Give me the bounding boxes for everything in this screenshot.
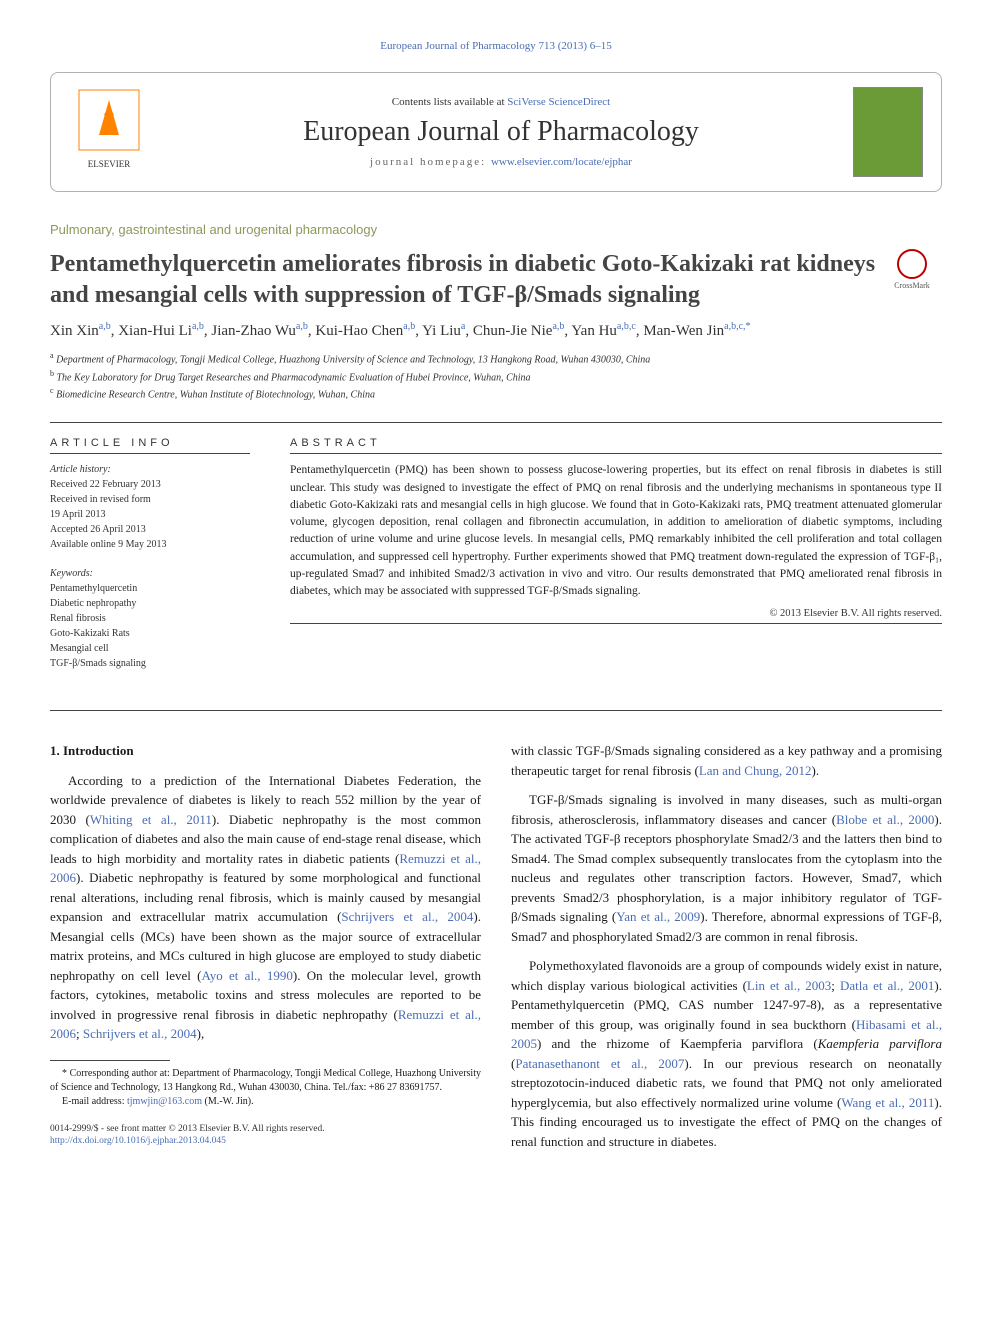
divider <box>290 623 942 624</box>
divider <box>50 710 942 711</box>
intro-para-4: Polymethoxylated flavonoids are a group … <box>511 956 942 1151</box>
section-heading: Pulmonary, gastrointestinal and urogenit… <box>50 222 942 237</box>
citation-link[interactable]: Schrijvers et al., 2004 <box>83 1026 197 1041</box>
scidirect-link[interactable]: SciVerse ScienceDirect <box>507 96 610 108</box>
contents-available: Contents lists available at SciVerse Sci… <box>169 96 833 108</box>
intro-para-2: with classic TGF-β/Smads signaling consi… <box>511 741 942 780</box>
homepage-link[interactable]: www.elsevier.com/locate/ejphar <box>491 156 632 168</box>
citation-link[interactable]: Wang et al., 2011 <box>841 1095 934 1110</box>
crossmark-icon <box>897 249 927 279</box>
corresponding-author-note: * Corresponding author at: Department of… <box>50 1067 481 1095</box>
citation-link[interactable]: Yan et al., 2009 <box>616 909 700 924</box>
article-info-heading: ARTICLE INFO <box>50 437 250 449</box>
journal-issue-link[interactable]: European Journal of Pharmacology 713 (20… <box>50 40 942 52</box>
abstract-copyright: © 2013 Elsevier B.V. All rights reserved… <box>290 608 942 619</box>
elsevier-logo: ELSEVIER <box>69 85 149 179</box>
section-1-heading: 1. Introduction <box>50 741 481 761</box>
journal-cover-icon <box>853 87 923 177</box>
citation-link[interactable]: Ayo et al., 1990 <box>202 968 293 983</box>
affiliations: a Department of Pharmacology, Tongji Med… <box>50 350 942 402</box>
journal-header: ELSEVIER Contents lists available at Sci… <box>50 72 942 192</box>
abstract-heading: ABSTRACT <box>290 437 942 449</box>
doi-link[interactable]: http://dx.doi.org/10.1016/j.ejphar.2013.… <box>50 1136 226 1146</box>
journal-homepage: journal homepage: www.elsevier.com/locat… <box>169 156 833 168</box>
article-title: Pentamethylquercetin ameliorates fibrosi… <box>50 249 882 311</box>
divider <box>50 453 250 454</box>
abstract-text: Pentamethylquercetin (PMQ) has been show… <box>290 462 942 600</box>
article-history: Article history: Received 22 February 20… <box>50 462 250 552</box>
divider <box>50 422 942 423</box>
citation-link[interactable]: Lan and Chung, 2012 <box>699 763 812 778</box>
svg-text:ELSEVIER: ELSEVIER <box>88 159 131 169</box>
intro-para-1: According to a prediction of the Interna… <box>50 771 481 1044</box>
citation-link[interactable]: Datla et al., 2001 <box>840 978 934 993</box>
citation-link[interactable]: Lin et al., 2003 <box>747 978 831 993</box>
journal-name: European Journal of Pharmacology <box>169 116 833 148</box>
citation-link[interactable]: Schrijvers et al., 2004 <box>341 909 473 924</box>
author-list: Xin Xina,b, Xian-Hui Lia,b, Jian-Zhao Wu… <box>50 321 942 340</box>
email-note: E-mail address: tjmwjin@163.com (M.-W. J… <box>50 1095 481 1109</box>
footnote-divider <box>50 1060 170 1061</box>
crossmark-badge[interactable]: CrossMark <box>882 249 942 290</box>
email-link[interactable]: tjmwjin@163.com <box>127 1096 202 1107</box>
front-matter-note: 0014-2999/$ - see front matter © 2013 El… <box>50 1123 481 1148</box>
divider <box>290 453 942 454</box>
keywords-block: Keywords: PentamethylquercetinDiabetic n… <box>50 566 250 671</box>
citation-link[interactable]: Blobe et al., 2000 <box>836 812 934 827</box>
citation-link[interactable]: Whiting et al., 2011 <box>90 812 212 827</box>
intro-para-3: TGF-β/Smads signaling is involved in man… <box>511 790 942 946</box>
citation-link[interactable]: Patanasethanont et al., 2007 <box>515 1056 684 1071</box>
